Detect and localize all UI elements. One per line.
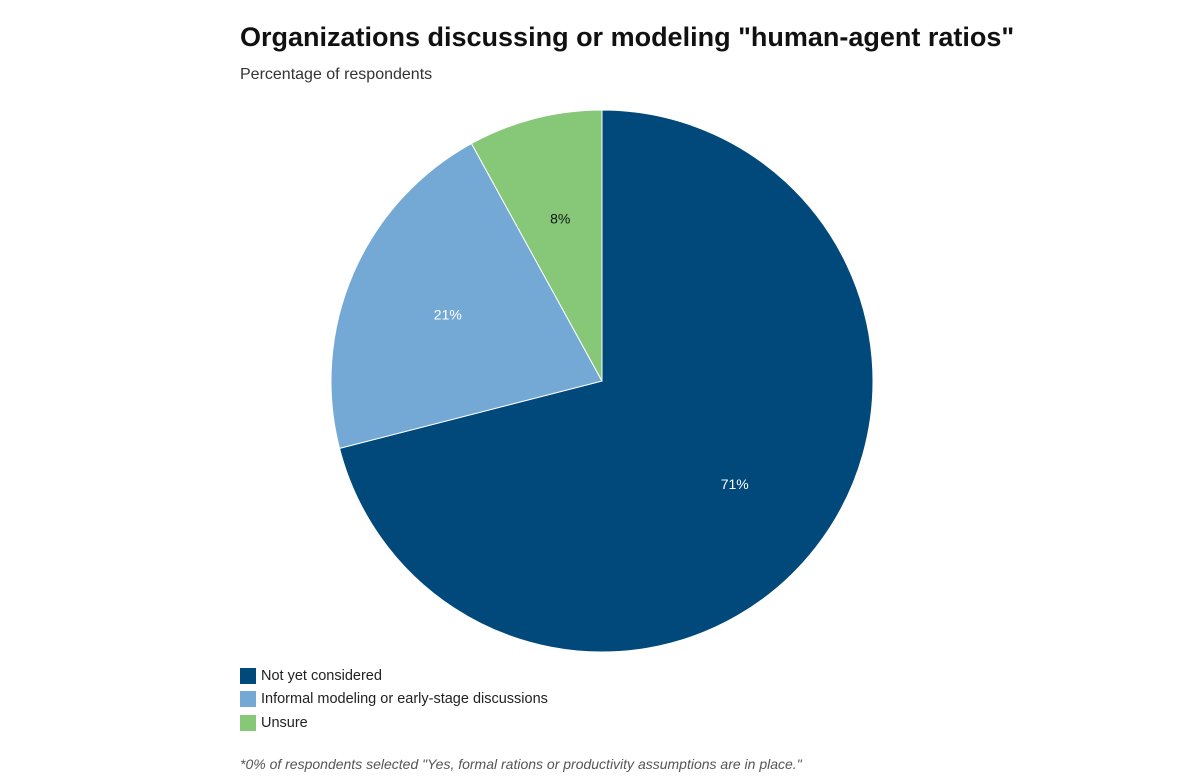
legend-swatch [240, 667, 256, 684]
footnote: *0% of respondents selected "Yes, formal… [240, 756, 802, 772]
pie-slice [470, 109, 603, 382]
legend-label: Not yet considered [261, 667, 382, 684]
chart-title: Organizations discussing or modeling "hu… [240, 22, 1015, 52]
chart-subtitle: Percentage of respondents [240, 66, 433, 83]
legend-item: Unsure [240, 711, 548, 735]
slice-label: 71% [721, 476, 749, 492]
legend-item: Informal modeling or early-stage discuss… [240, 688, 548, 712]
legend-label: Unsure [261, 714, 308, 731]
legend-item: Not yet considered [240, 664, 548, 688]
slice-label: 21% [434, 306, 462, 322]
legend-label: Informal modeling or early-stage discuss… [261, 691, 548, 708]
slice-label: 8% [550, 210, 570, 226]
legend: Not yet considered Informal modeling or … [240, 664, 548, 735]
legend-swatch [240, 691, 256, 708]
legend-swatch [240, 714, 256, 731]
pie-slice [330, 142, 603, 450]
pie-slice [338, 109, 874, 653]
